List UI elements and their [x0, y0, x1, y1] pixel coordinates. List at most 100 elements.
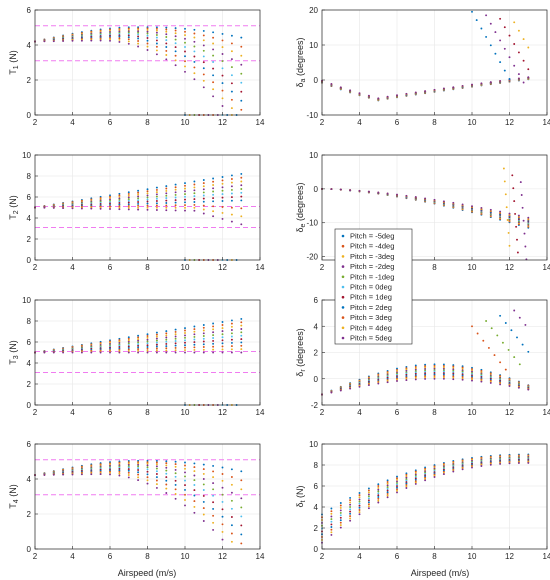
data-point: [424, 368, 427, 370]
data-point: [202, 191, 205, 194]
data-point: [471, 379, 473, 382]
data-point: [386, 487, 389, 490]
data-point: [480, 380, 483, 383]
data-point: [146, 338, 149, 341]
y-tick-label: -10: [306, 111, 318, 120]
data-point: [480, 27, 483, 30]
data-point: [424, 373, 427, 376]
data-point: [118, 337, 121, 340]
x-tick-label: 8: [145, 118, 150, 127]
y-label-unit: (degrees): [295, 38, 305, 79]
data-point: [424, 369, 427, 372]
data-point: [212, 81, 215, 84]
data-point: [165, 54, 168, 56]
data-point: [358, 498, 361, 501]
data-point: [221, 333, 224, 336]
y-axis-label: T1 (N): [8, 50, 20, 74]
data-point: [184, 65, 186, 68]
data-point: [165, 30, 168, 33]
data-point: [414, 480, 417, 483]
data-point: [165, 479, 168, 482]
data-point: [377, 501, 380, 504]
data-point: [508, 462, 511, 465]
data-point: [230, 348, 233, 351]
data-point: [522, 219, 525, 222]
data-point: [193, 195, 196, 198]
data-point: [109, 194, 111, 197]
legend-entry: Pitch = 0deg: [350, 283, 392, 292]
data-point: [184, 46, 186, 48]
data-point: [155, 206, 158, 209]
x-tick-label: 8: [145, 263, 150, 272]
data-point: [339, 519, 342, 522]
data-point: [184, 60, 186, 63]
data-point: [230, 174, 233, 177]
data-point: [165, 26, 168, 29]
data-point: [471, 205, 473, 208]
data-point: [165, 476, 168, 479]
data-point: [490, 327, 493, 330]
data-point: [330, 515, 333, 518]
data-point: [414, 470, 417, 473]
data-point: [240, 317, 243, 320]
data-point: [396, 482, 398, 484]
data-point: [127, 203, 130, 206]
data-point: [184, 195, 186, 198]
data-point: [174, 196, 177, 199]
x-tick-label: 10: [181, 552, 190, 561]
data-point: [367, 489, 370, 492]
data-point: [396, 489, 398, 492]
data-point: [118, 341, 121, 344]
data-point: [52, 473, 55, 476]
data-point: [212, 197, 215, 200]
data-point: [471, 375, 473, 378]
data-point: [155, 337, 158, 340]
y-tick-label: 6: [27, 338, 32, 347]
data-point: [414, 365, 417, 368]
data-point: [230, 507, 233, 510]
data-point: [202, 483, 205, 486]
data-point: [127, 336, 130, 339]
data-point: [512, 187, 515, 190]
data-point: [461, 373, 464, 376]
data-point: [174, 64, 177, 67]
data-point: [62, 207, 65, 210]
data-point: [137, 201, 140, 203]
data-point: [471, 10, 473, 13]
data-point: [396, 94, 398, 97]
data-point: [118, 195, 121, 198]
legend-entry: Pitch = -2deg: [350, 262, 394, 271]
data-point: [240, 351, 243, 354]
data-point: [522, 81, 525, 84]
y-label-sub: e: [300, 223, 307, 227]
data-point: [165, 42, 168, 45]
data-point: [137, 202, 140, 205]
data-point: [377, 497, 380, 500]
x-tick-label: 4: [357, 118, 362, 127]
data-point: [165, 194, 168, 197]
data-point: [202, 500, 205, 503]
data-point: [127, 471, 130, 474]
data-point: [155, 36, 158, 39]
data-point: [442, 369, 445, 372]
data-point: [240, 223, 243, 226]
y-tick-label: 6: [314, 296, 319, 305]
data-point: [396, 486, 398, 489]
y-tick-label: 4: [314, 503, 319, 512]
data-point: [212, 482, 215, 485]
data-point: [396, 380, 398, 382]
data-point: [118, 347, 121, 350]
data-point: [377, 382, 380, 385]
data-point: [155, 204, 158, 207]
data-point: [184, 41, 186, 44]
legend-marker: [341, 234, 345, 238]
x-tick-label: 6: [395, 118, 400, 127]
data-point: [433, 476, 436, 478]
y-tick-label: -10: [306, 219, 318, 228]
data-point: [433, 372, 436, 374]
data-point: [221, 473, 224, 475]
legend-marker: [341, 326, 345, 330]
data-point: [377, 496, 380, 498]
y-axis-label: T2 (N): [8, 195, 20, 219]
